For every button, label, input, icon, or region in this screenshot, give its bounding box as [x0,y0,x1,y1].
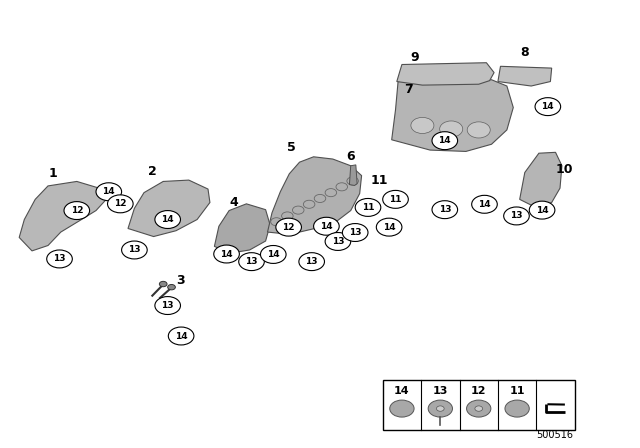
Text: 14: 14 [541,102,554,111]
Circle shape [428,400,452,417]
Text: 14: 14 [478,200,491,209]
Text: 12: 12 [70,206,83,215]
Circle shape [505,400,529,417]
Circle shape [475,406,483,411]
Polygon shape [349,165,357,185]
Text: 11: 11 [362,203,374,212]
Circle shape [314,217,339,235]
Circle shape [159,281,167,287]
Text: 14: 14 [438,136,451,145]
Circle shape [383,190,408,208]
Circle shape [440,121,463,137]
Circle shape [467,122,490,138]
Text: 12: 12 [114,199,127,208]
Circle shape [155,297,180,314]
Text: 12: 12 [471,386,486,396]
Circle shape [299,253,324,271]
Text: 14: 14 [536,206,548,215]
Circle shape [432,201,458,219]
Circle shape [96,183,122,201]
Text: 8: 8 [520,46,529,60]
Text: 14: 14 [175,332,188,340]
Text: 6: 6 [346,150,355,164]
Circle shape [155,211,180,228]
Text: 5: 5 [287,141,296,155]
Circle shape [47,250,72,268]
Polygon shape [128,180,210,237]
Text: 500516: 500516 [536,430,573,440]
Circle shape [342,224,368,241]
Circle shape [214,245,239,263]
Polygon shape [268,157,362,234]
Text: 13: 13 [161,301,174,310]
Text: 13: 13 [510,211,523,220]
Circle shape [355,198,381,216]
Polygon shape [397,63,494,85]
Circle shape [276,218,301,236]
Text: 7: 7 [404,83,413,96]
Text: 13: 13 [332,237,344,246]
Text: 13: 13 [128,246,141,254]
Circle shape [168,327,194,345]
Text: 11: 11 [509,386,525,396]
Text: 13: 13 [305,257,318,266]
Text: 13: 13 [245,257,258,266]
Text: 14: 14 [220,250,233,258]
Polygon shape [498,66,552,86]
Bar [383,380,575,430]
Text: 14: 14 [320,222,333,231]
Circle shape [168,284,175,290]
Circle shape [64,202,90,220]
Text: 11: 11 [371,173,388,187]
Text: 2: 2 [148,164,157,178]
Circle shape [325,233,351,250]
Circle shape [535,98,561,116]
Circle shape [260,246,286,263]
Text: 1: 1 [49,167,58,181]
Text: 13: 13 [349,228,362,237]
Text: 13: 13 [438,205,451,214]
Circle shape [432,132,458,150]
Circle shape [239,253,264,271]
Text: 14: 14 [267,250,280,259]
Circle shape [529,201,555,219]
Text: 14: 14 [394,386,410,396]
Circle shape [436,406,444,411]
Text: 14: 14 [102,187,115,196]
Polygon shape [392,80,513,151]
Circle shape [390,400,414,417]
Circle shape [504,207,529,225]
Text: 4: 4 [229,196,238,209]
Polygon shape [19,181,108,251]
Text: 12: 12 [282,223,295,232]
Polygon shape [214,204,270,253]
Circle shape [411,117,434,134]
Text: 13: 13 [433,386,448,396]
Text: 9: 9 [410,51,419,64]
Circle shape [122,241,147,259]
Circle shape [108,195,133,213]
Text: 11: 11 [389,195,402,204]
Text: 14: 14 [161,215,174,224]
Text: 14: 14 [383,223,396,232]
Circle shape [467,400,491,417]
Polygon shape [520,152,562,208]
Circle shape [376,218,402,236]
Text: 10: 10 [556,163,573,176]
Circle shape [472,195,497,213]
Text: 13: 13 [53,254,66,263]
Text: 3: 3 [176,273,185,287]
